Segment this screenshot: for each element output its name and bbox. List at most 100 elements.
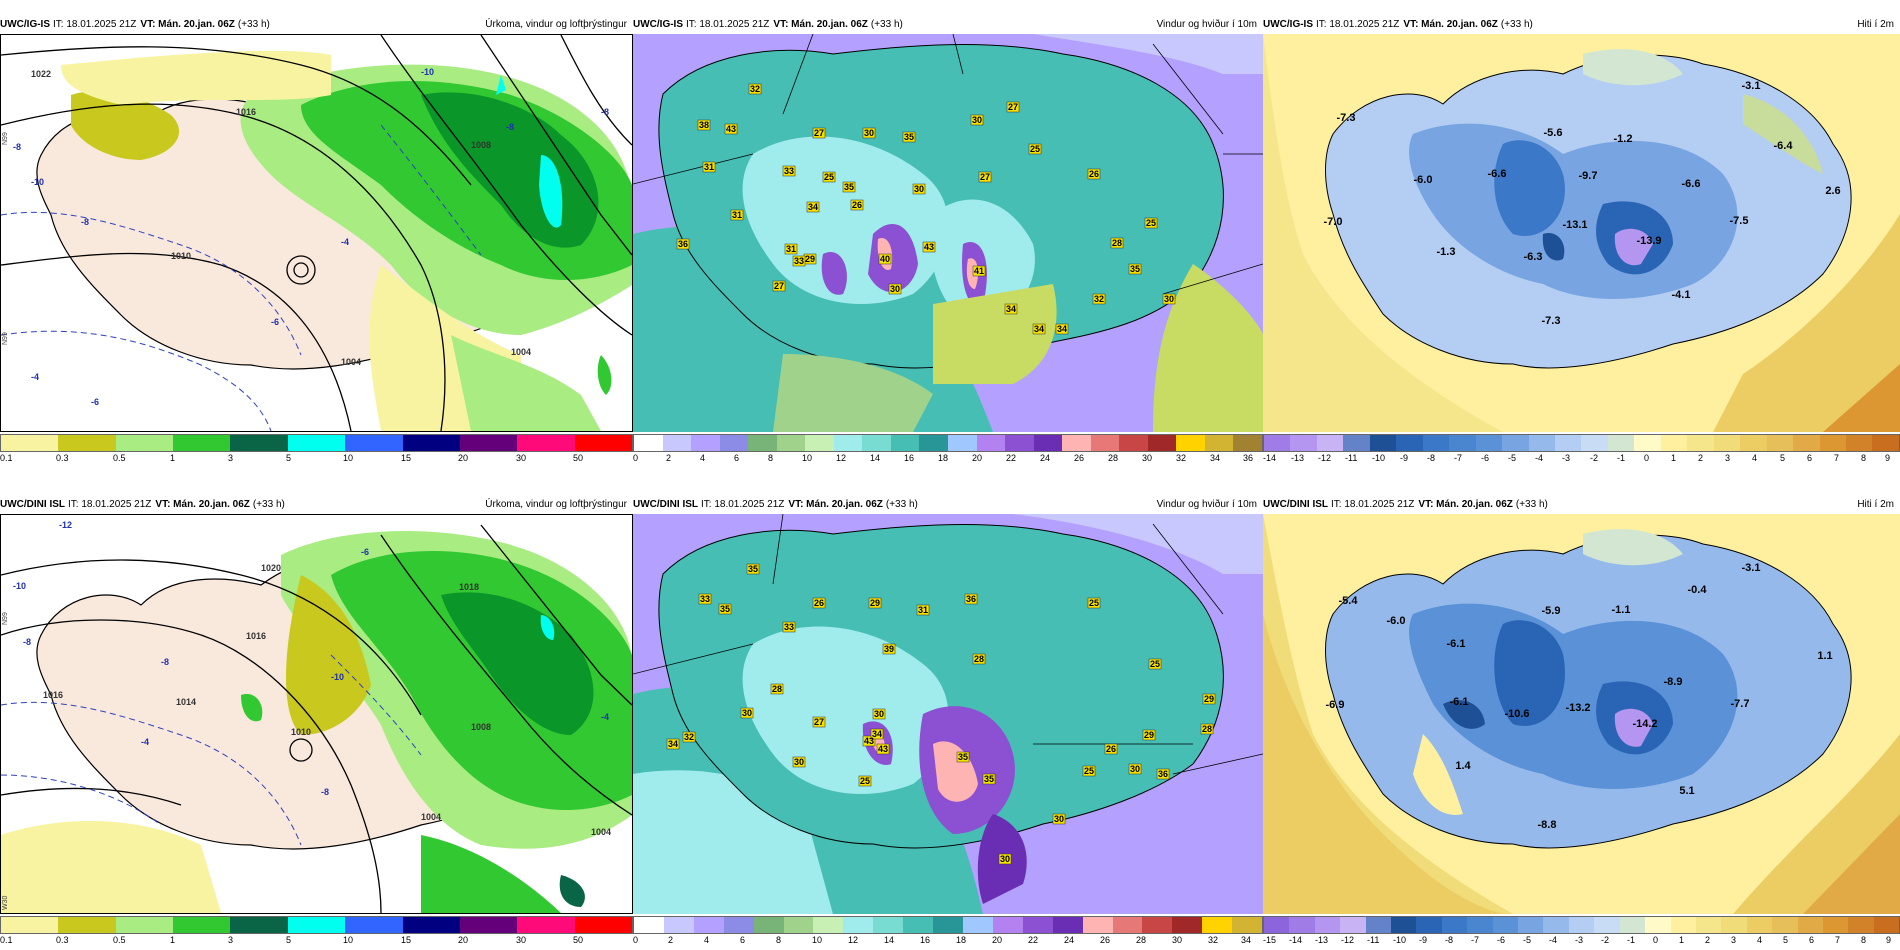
temp-label: -6 <box>361 547 369 557</box>
colorbar-label: 2 <box>1705 935 1711 945</box>
colorbar-label: 9 <box>1886 935 1892 945</box>
temp-value: 1.4 <box>1455 760 1471 772</box>
colorbar-label: 0.5 <box>113 935 126 945</box>
colorbar-label: 4 <box>704 935 710 945</box>
colorbar-label: 18 <box>938 453 949 463</box>
gust-value: 34 <box>1006 304 1016 314</box>
gust-value: 43 <box>726 124 736 134</box>
colorbar-label: -3 <box>1562 453 1571 463</box>
gust-value: 43 <box>924 242 934 252</box>
colorbar-label: 15 <box>401 453 412 463</box>
colorbar-label: 7 <box>1835 935 1841 945</box>
temp-value: -13.2 <box>1565 702 1590 714</box>
colorbar-label: -9 <box>1419 935 1428 945</box>
lead-time: (+33 h) <box>252 499 285 510</box>
gust-value: 32 <box>750 84 760 94</box>
colorbar-labels: 0 2 4 6 8 10 12 14 16 18 20 22 24 26 28 … <box>633 935 1263 947</box>
temp-label: -8 <box>506 122 514 132</box>
temp-label: -4 <box>601 712 609 722</box>
gust-value: 30 <box>972 115 982 125</box>
gust-value: 28 <box>1202 724 1212 734</box>
colorbar-label: 0 <box>633 935 639 945</box>
map-igis-precip[interactable]: 1022 1016 1010 1008 1004 1004 -8 -10 -8 … <box>0 34 633 432</box>
init-time: IT: 18.01.2025 21Z <box>68 499 152 510</box>
colorbar-label: 28 <box>1108 453 1119 463</box>
colorbar-label: 9 <box>1885 453 1891 463</box>
gust-value: 35 <box>984 774 994 784</box>
colorbar-label: 0.1 <box>0 453 13 463</box>
temp-value: -10.6 <box>1504 708 1529 720</box>
colorbar-label: 30 <box>1142 453 1153 463</box>
colorbar-label: 6 <box>1809 935 1815 945</box>
temp-value: -7.3 <box>1542 315 1561 327</box>
colorbar-label: 3 <box>1731 935 1737 945</box>
colorbar-label: -8 <box>1427 453 1436 463</box>
gust-value: 30 <box>1130 764 1140 774</box>
colorbar-label: 36 <box>1243 453 1254 463</box>
map-dini-temp[interactable]: -5.4 -6.0 -5.9 -1.1 -0.4 -3.1 -6.1 -6.1 … <box>1263 514 1900 914</box>
gust-value: 34 <box>872 729 882 739</box>
temp-label: -10 <box>421 67 434 77</box>
init-time: IT: 18.01.2025 21Z <box>1331 499 1415 510</box>
gust-value: 36 <box>966 594 976 604</box>
temp-value: -6.1 <box>1447 638 1466 650</box>
gust-value: 30 <box>742 708 752 718</box>
model-name: UWC/DINI ISL <box>633 499 698 510</box>
colorbar-labels: -15 -14 -13 -12 -11 -10 -9 -8 -7 -6 -5 -… <box>1263 935 1900 947</box>
temp-value: -6.4 <box>1774 140 1794 152</box>
panel-header: UWC/DINI ISL IT: 18.01.2025 21Z VT: Mán. 2… <box>1263 497 1900 513</box>
temp-value: -1.1 <box>1612 604 1631 616</box>
panel-header: UWC/IG-IS IT: 18.01.2025 21Z VT: Mán. 20.j… <box>633 17 1263 33</box>
valid-time: VT: Mán. 20.jan. 06Z <box>773 19 868 30</box>
colorbar-label: 30 <box>1172 935 1183 945</box>
temp-label: -8 <box>601 107 609 117</box>
gust-value: 35 <box>1130 264 1140 274</box>
gust-value: 31 <box>704 162 714 172</box>
gust-value: 28 <box>1112 238 1122 248</box>
colorbar-label: -11 <box>1367 935 1380 945</box>
gust-value: 31 <box>786 244 796 254</box>
map-igis-wind[interactable]: 32 38 43 27 30 35 30 27 25 31 33 35 25 2… <box>633 34 1263 432</box>
gust-value: 27 <box>1008 102 1018 112</box>
valid-time: VT: Mán. 20.jan. 06Z <box>155 499 250 510</box>
temp-value: -7.5 <box>1730 215 1749 227</box>
colorbar-label: -10 <box>1393 935 1407 945</box>
colorbar-label: -9 <box>1400 453 1409 463</box>
colorbar-label: 16 <box>920 935 931 945</box>
map-dini-precip[interactable]: 1020 1016 1018 1016 1014 1010 1008 1004 … <box>0 514 633 914</box>
isobar-label: 1016 <box>236 107 256 117</box>
panel-title: Vindur og hviður í 10m <box>1156 499 1257 510</box>
gust-value: 26 <box>814 598 824 608</box>
temp-value: -1.3 <box>1437 246 1456 258</box>
temp-value: -1.2 <box>1614 133 1633 145</box>
gust-value: 43 <box>864 736 874 746</box>
init-time: IT: 18.01.2025 21Z <box>701 499 785 510</box>
temp-value: -3.1 <box>1742 562 1761 574</box>
init-time: IT: 18.01.2025 21Z <box>686 19 770 30</box>
gust-value: 35 <box>720 604 730 614</box>
grid-label: W30 <box>2 895 9 910</box>
colorbar-label: 0.3 <box>56 935 69 945</box>
colorbar-label: 3 <box>1725 453 1731 463</box>
colorbar-label: 24 <box>1040 453 1051 463</box>
colorbar-label: -6 <box>1497 935 1506 945</box>
temp-value: -5.9 <box>1542 605 1561 617</box>
colorbar-label: 8 <box>768 453 774 463</box>
colorbar-label: 5 <box>1783 935 1789 945</box>
colorbar-label: -6 <box>1481 453 1490 463</box>
colorbar-label: 0.5 <box>113 453 126 463</box>
map-dini-wind[interactable]: 35 33 35 33 26 29 31 36 25 28 25 29 39 2… <box>633 514 1263 914</box>
colorbar-label: -13 <box>1315 935 1329 945</box>
gust-value: 36 <box>678 239 688 249</box>
colorbar-label: -3 <box>1575 935 1584 945</box>
map-igis-temp[interactable]: -7.3 -5.6 -1.2 -3.1 -6.4 -6.0 -6.6 -9.7 … <box>1263 34 1900 432</box>
temp-value: -5.6 <box>1544 127 1563 139</box>
colorbar-label: 50 <box>573 935 584 945</box>
isobar-label: 1014 <box>176 697 196 707</box>
colorbar-label: 6 <box>734 453 740 463</box>
model-name: UWC/IG-IS <box>1263 19 1313 30</box>
colorbar-label: -12 <box>1318 453 1332 463</box>
colorbar-label: -5 <box>1508 453 1517 463</box>
colorbar-label: 0.1 <box>0 935 13 945</box>
isobar-label: 1010 <box>171 251 191 261</box>
